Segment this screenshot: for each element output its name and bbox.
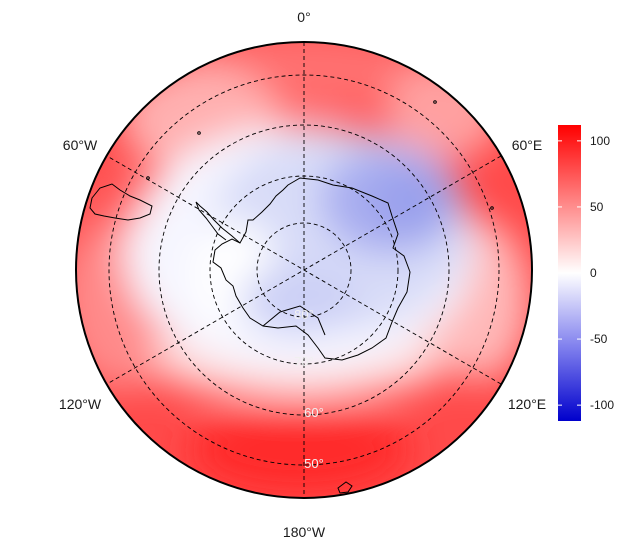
colorbar-tick-label: -100	[590, 398, 614, 412]
lon-label-upper-right: 60°E	[512, 137, 543, 153]
south-america-tip	[89, 183, 153, 221]
island-3	[197, 131, 201, 135]
colorbar-tick-label: 0	[590, 266, 597, 280]
island-4	[146, 176, 150, 180]
colorbar-gradient	[558, 125, 581, 421]
lat-label-80: 80°	[294, 307, 314, 322]
meridian-120e-60w	[106, 155, 502, 385]
map-boundary	[75, 41, 533, 499]
colorbar-tick-label: -50	[590, 332, 608, 346]
island-1	[433, 100, 437, 104]
colorbar-ticks: 100 50 0 -50 -100	[558, 134, 614, 412]
anomaly-field	[76, 42, 532, 498]
graticule	[106, 42, 502, 498]
colorbar-tick-label: 100	[590, 134, 610, 148]
lon-label-upper-left: 60°W	[63, 137, 98, 153]
latitude-circle-50	[108, 74, 500, 466]
colorbar-tick-label: 50	[590, 200, 604, 214]
antarctica-coastline	[212, 177, 411, 361]
colorbar: 100 50 0 -50 -100	[558, 125, 614, 421]
lon-label-lower-right: 120°E	[508, 396, 546, 412]
lon-label-lower-left: 120°W	[59, 396, 102, 412]
lon-label-bottom: 180°W	[283, 524, 326, 540]
lat-label-60: 60°	[304, 405, 324, 420]
lon-label-top: 0°	[297, 9, 310, 25]
island-2	[490, 206, 494, 210]
antarctic-peninsula	[195, 201, 241, 244]
lat-label-50: 50°	[304, 456, 324, 471]
lat-label-70: 70°	[294, 354, 314, 369]
coastline	[89, 100, 494, 494]
new-zealand-fragment	[337, 481, 353, 494]
ross-ice-shelf	[262, 305, 326, 336]
